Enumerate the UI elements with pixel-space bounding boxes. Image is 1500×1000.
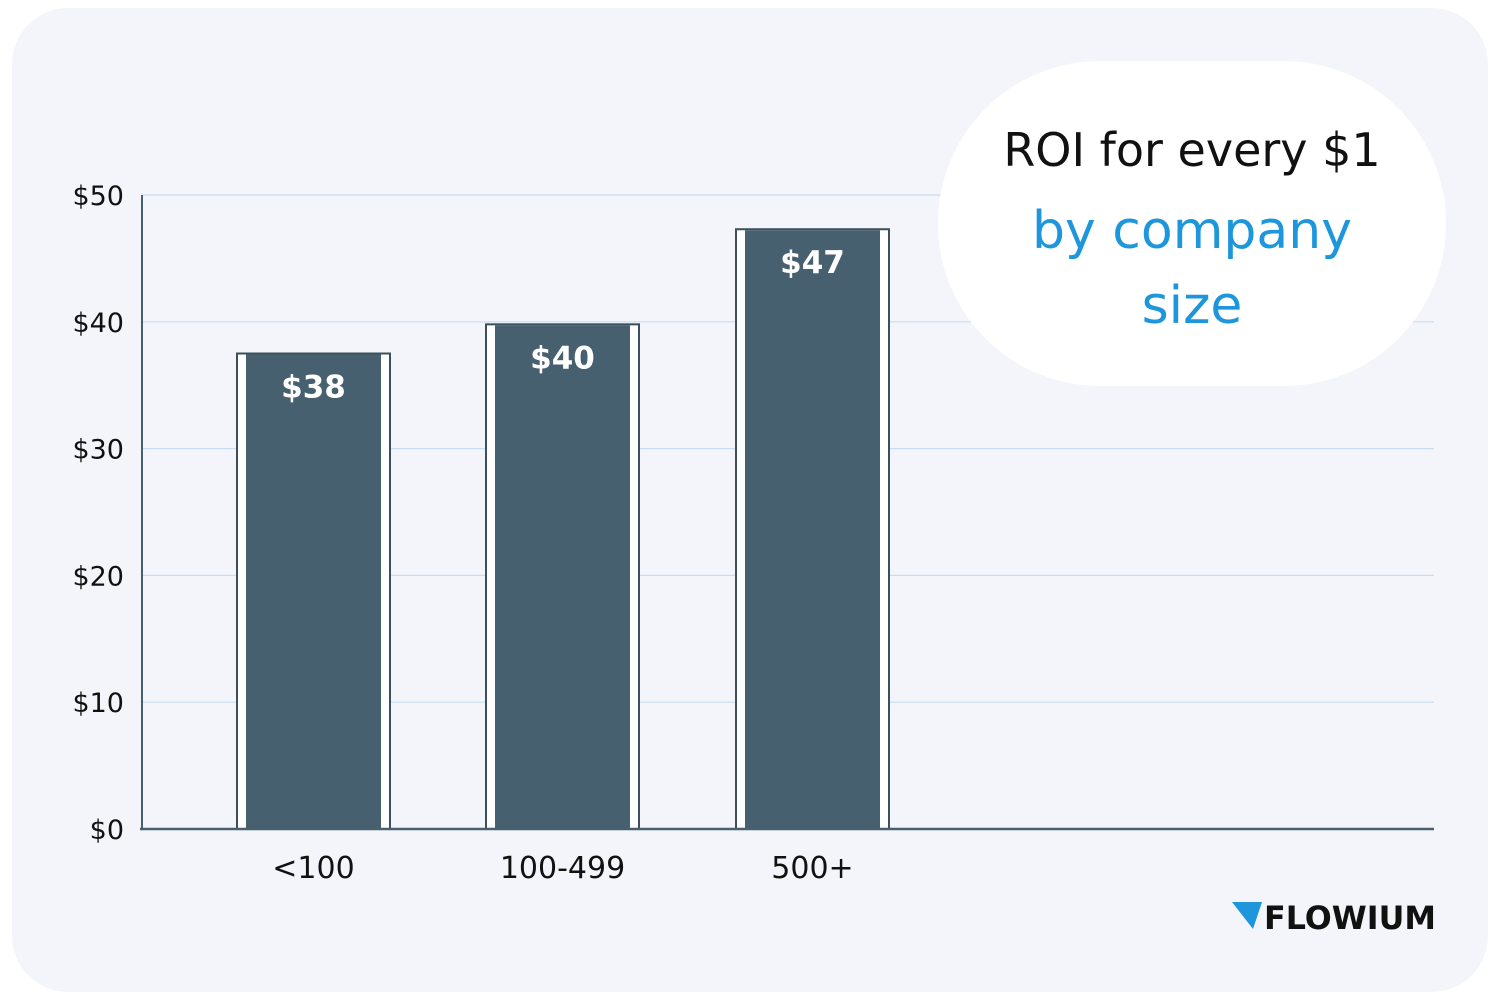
y-tick-label: $30 xyxy=(72,435,124,466)
chart-title-line-3: size xyxy=(1141,276,1243,336)
y-tick-label: $10 xyxy=(72,688,124,719)
y-tick-label: $40 xyxy=(72,308,124,339)
flowium-wordmark: FLOWIUM xyxy=(1264,899,1436,936)
bar-data-label: $40 xyxy=(530,340,595,376)
bar xyxy=(745,230,880,830)
bar xyxy=(246,354,381,829)
x-tick-label: <100 xyxy=(272,851,354,886)
bar-data-label: $47 xyxy=(780,245,845,281)
flowium-triangle-icon xyxy=(1232,902,1262,929)
y-tick-label: $50 xyxy=(72,181,124,212)
flowium-logo: FLOWIUM xyxy=(1232,899,1436,936)
bars xyxy=(236,228,890,830)
y-tick-label: $0 xyxy=(90,815,124,846)
bar xyxy=(495,325,630,829)
chart-title-line-1: ROI for every $1 xyxy=(1003,123,1381,177)
x-tick-label: 500+ xyxy=(771,851,853,886)
y-tick-label: $20 xyxy=(72,561,124,592)
x-tick-label: 100-499 xyxy=(500,851,625,886)
y-tick-labels: $0 $10 $20 $30 $40 $50 xyxy=(72,181,124,846)
data-labels: $38 $40 $47 xyxy=(281,245,845,405)
chart-title-line-2: by company xyxy=(1032,201,1352,261)
axes xyxy=(140,195,1434,831)
bar-data-label: $38 xyxy=(281,370,346,406)
x-tick-labels: <100 100-499 500+ xyxy=(272,851,853,886)
chart-title-bubble: ROI for every $1 by company size xyxy=(938,61,1446,386)
